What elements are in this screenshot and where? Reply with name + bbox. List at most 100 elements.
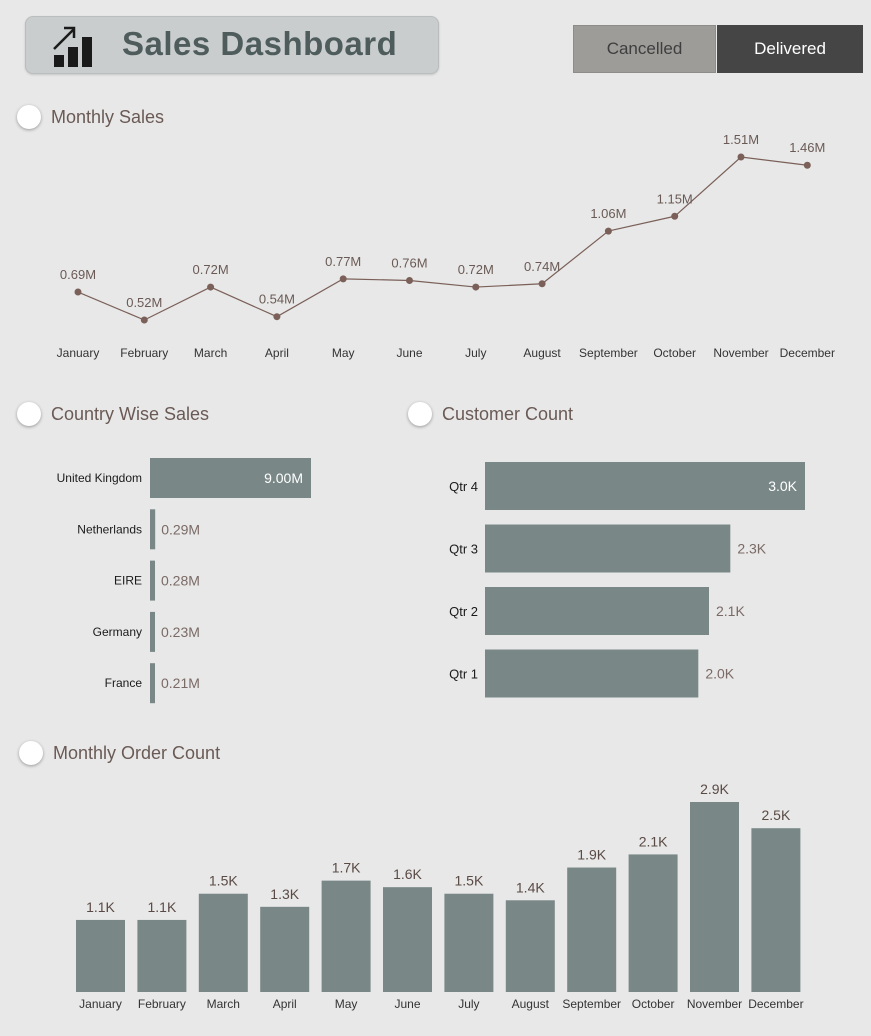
bar: [751, 828, 801, 992]
data-label: 0.69M: [60, 267, 96, 282]
cancelled-filter-button[interactable]: Cancelled: [573, 25, 716, 73]
delivered-filter-button[interactable]: Delivered: [717, 25, 863, 73]
series-line: [77, 156, 808, 321]
bar: [260, 906, 310, 992]
bar: [690, 802, 739, 992]
x-tick-label: May: [335, 997, 358, 1011]
bar: [150, 509, 156, 550]
data-label: 2.3K: [737, 541, 766, 557]
category-label: Qtr 1: [449, 667, 478, 682]
bar: [485, 524, 731, 573]
data-point: [671, 212, 679, 220]
data-point: [74, 288, 82, 296]
data-point: [538, 280, 546, 288]
section-title: Monthly Sales: [51, 106, 165, 127]
x-tick-label: April: [265, 346, 289, 360]
x-tick-label: November: [713, 346, 768, 360]
category-label: Germany: [93, 625, 142, 639]
bar: [150, 458, 311, 498]
data-point: [339, 275, 347, 283]
data-point: [140, 316, 148, 324]
data-label: 1.4K: [516, 879, 545, 895]
bar: [150, 663, 155, 704]
x-tick-label: September: [562, 997, 621, 1011]
x-tick-label: July: [465, 346, 486, 360]
data-point: [803, 161, 811, 169]
x-tick-label: January: [79, 997, 122, 1011]
data-label: 1.6K: [393, 866, 422, 882]
section-title: Monthly Order Count: [53, 742, 221, 763]
section-toggle-circle[interactable]: [19, 741, 43, 765]
bar: [150, 560, 156, 601]
data-label: 0.54M: [259, 292, 295, 307]
data-label: 2.1K: [716, 603, 745, 619]
x-tick-label: June: [394, 997, 420, 1011]
data-label: 1.7K: [332, 860, 361, 876]
monthly-sales-chart: 0.69M January 0.52M February 0.72M March 0.54M…: [57, 132, 835, 360]
x-tick-label: February: [138, 997, 186, 1011]
title-card: Sales Dashboard: [25, 16, 439, 74]
data-point: [207, 283, 215, 291]
bar: [485, 462, 805, 510]
x-tick-label: August: [523, 346, 561, 360]
data-label: 3.0K: [768, 478, 797, 494]
section-toggle-circle[interactable]: [408, 402, 432, 426]
x-tick-label: January: [57, 346, 100, 360]
chart-growth-icon: [53, 26, 92, 67]
x-tick-label: March: [194, 346, 227, 360]
data-label: 1.15M: [657, 191, 693, 206]
bar: [137, 919, 187, 992]
data-point: [604, 227, 612, 235]
data-label: 1.51M: [723, 132, 759, 147]
data-label: 1.3K: [270, 886, 299, 902]
data-label: 0.52M: [126, 295, 162, 310]
data-label: 1.06M: [590, 206, 626, 221]
x-tick-label: December: [748, 997, 803, 1011]
category-label: United Kingdom: [57, 471, 142, 485]
data-point: [406, 276, 413, 284]
data-label: 0.72M: [193, 262, 229, 277]
bar: [383, 887, 432, 992]
x-tick-label: October: [632, 997, 675, 1011]
data-label: 1.1K: [147, 899, 176, 915]
data-label: 0.74M: [524, 259, 560, 274]
data-point: [273, 313, 281, 321]
data-label: 0.21M: [161, 675, 200, 691]
section-title: Country Wise Sales: [51, 403, 210, 424]
data-point: [472, 283, 480, 291]
bar: [321, 880, 371, 992]
data-label: 1.5K: [454, 873, 483, 889]
data-point: [737, 153, 745, 161]
customer-count-chart: Qtr 4 3.0K Qtr 3 2.3K Qtr 2 2.1K Qtr 1 2.0K: [449, 462, 805, 698]
data-label: 2.9K: [700, 781, 729, 797]
data-label: 0.29M: [161, 521, 200, 537]
category-label: Qtr 3: [449, 542, 478, 557]
x-tick-label: November: [687, 997, 742, 1011]
bar: [444, 893, 494, 992]
x-tick-label: May: [332, 346, 355, 360]
x-tick-label: December: [780, 346, 835, 360]
x-tick-label: June: [396, 346, 422, 360]
bar: [198, 893, 248, 992]
data-label: 1.5K: [209, 873, 238, 889]
bar: [150, 611, 155, 652]
x-tick-label: February: [120, 346, 168, 360]
data-label: 0.23M: [161, 624, 200, 640]
x-tick-label: August: [512, 997, 550, 1011]
data-label: 1.46M: [789, 140, 825, 155]
data-label: 0.72M: [458, 262, 494, 277]
section-toggle-circle[interactable]: [17, 105, 41, 129]
bar: [628, 854, 678, 992]
data-label: 1.9K: [577, 847, 606, 863]
data-label: 2.5K: [761, 807, 790, 823]
page-title: Sales Dashboard: [122, 25, 398, 62]
x-tick-label: April: [273, 997, 297, 1011]
customer-count-header: Customer Count: [408, 402, 573, 426]
country-sales-header: Country Wise Sales: [17, 402, 209, 426]
data-label: 0.76M: [391, 255, 427, 270]
bar: [76, 919, 125, 992]
x-tick-label: October: [653, 346, 696, 360]
section-toggle-circle[interactable]: [17, 402, 41, 426]
x-tick-label: March: [207, 997, 240, 1011]
category-label: Netherlands: [77, 522, 142, 536]
